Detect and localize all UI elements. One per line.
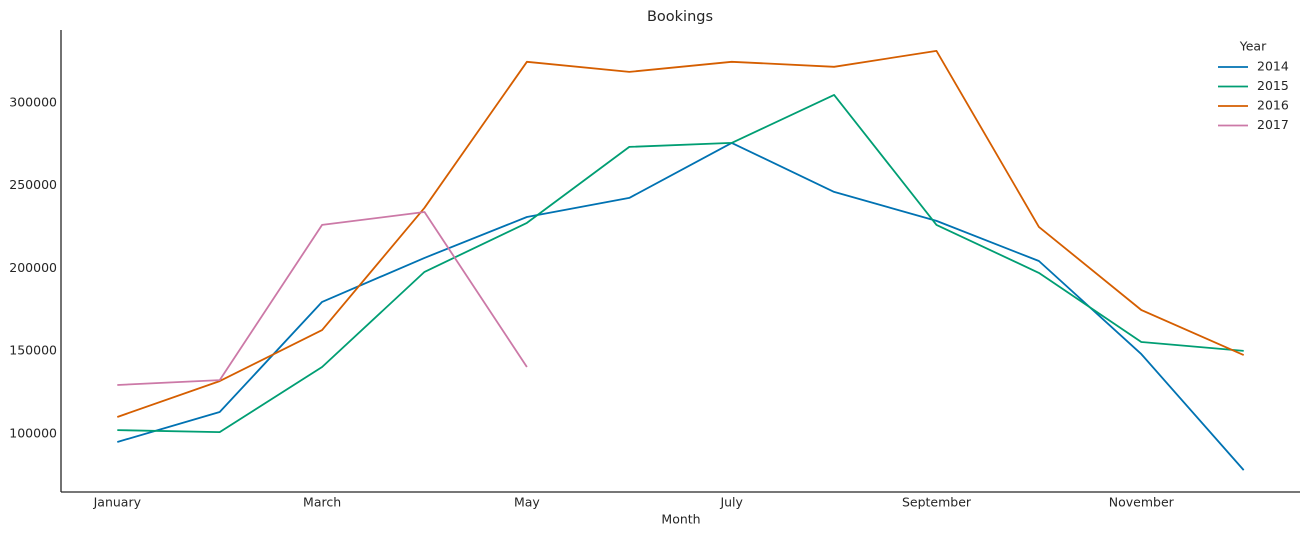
y-tick-label: 100000 (9, 426, 57, 441)
chart-title: Bookings (647, 9, 713, 25)
series-line (117, 211, 528, 386)
y-tick-label: 300000 (9, 94, 57, 109)
legend-label: 2016 (1257, 98, 1289, 113)
x-axis-label: Month (661, 512, 700, 527)
x-tick-label: September (902, 495, 972, 510)
legend-title: Year (1239, 39, 1267, 54)
x-tick-label: May (514, 495, 540, 510)
legend-label: 2017 (1257, 117, 1289, 132)
y-tick-label: 200000 (9, 260, 57, 275)
series-line (117, 94, 1244, 433)
x-tick-label: January (93, 495, 142, 510)
series-line (117, 142, 1245, 471)
y-tick-label: 250000 (9, 177, 57, 192)
x-tick-label: March (303, 495, 341, 510)
legend-label: 2015 (1257, 78, 1289, 93)
x-tick-label: November (1109, 495, 1175, 510)
x-tick-label: July (719, 495, 743, 510)
series-line (117, 50, 1245, 418)
legend-label: 2014 (1257, 59, 1289, 74)
y-tick-label: 150000 (9, 343, 57, 358)
